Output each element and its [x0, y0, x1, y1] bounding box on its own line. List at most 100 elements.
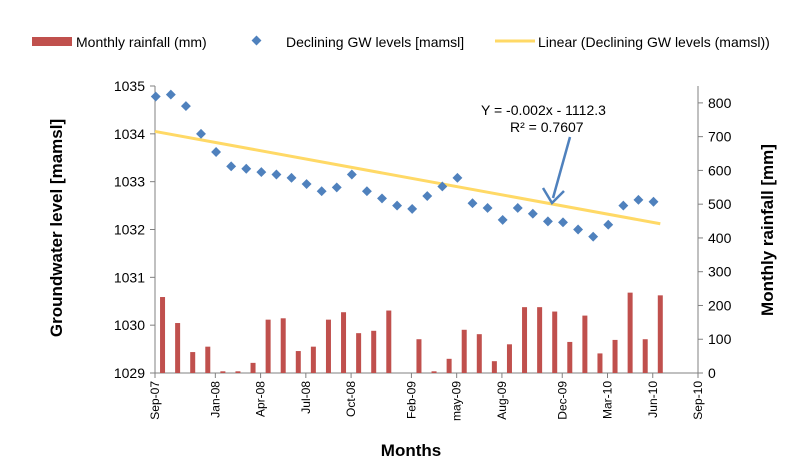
- gw-point: [633, 194, 644, 205]
- gw-point: [180, 101, 191, 112]
- right-tick-label: 600: [708, 162, 732, 178]
- gw-point: [271, 169, 282, 180]
- gw-point: [482, 203, 493, 213]
- rainfall-bar: [446, 358, 452, 373]
- right-axis-ticks: 0 100 200 300 400 500 600 700 800: [698, 95, 732, 381]
- gw-points: [150, 89, 659, 242]
- right-tick-label: 0: [708, 365, 716, 381]
- rainfall-bar: [160, 297, 166, 373]
- rainfall-bar: [582, 315, 588, 373]
- gw-point: [603, 219, 614, 230]
- x-tick-label: Mar-10: [601, 381, 615, 419]
- gw-point: [648, 196, 659, 207]
- rainfall-bar: [371, 330, 377, 373]
- gw-point: [497, 214, 508, 225]
- gw-point: [542, 216, 553, 227]
- rainfall-bar: [250, 362, 256, 373]
- right-tick-label: 800: [708, 95, 732, 111]
- gw-point: [211, 147, 222, 157]
- rainfall-bar: [280, 318, 286, 373]
- rainfall-bar: [642, 339, 648, 373]
- rainfall-bar: [235, 371, 241, 373]
- right-tick-label: 700: [708, 129, 732, 145]
- gw-point: [361, 186, 372, 197]
- rainfall-bar: [386, 310, 392, 373]
- x-tick-label: may-09: [450, 381, 464, 421]
- gw-point: [150, 91, 161, 102]
- rainfall-bar: [175, 323, 181, 373]
- gw-point: [467, 198, 478, 209]
- left-tick-label: 1035: [114, 78, 145, 94]
- x-tick-label: Jan-08: [208, 381, 222, 418]
- gw-point: [241, 163, 252, 174]
- right-tick-label: 400: [708, 230, 732, 246]
- rainfall-bar: [295, 351, 301, 373]
- rainfall-bar: [491, 361, 497, 373]
- rainfall-bar: [506, 344, 512, 373]
- left-tick-label: 1029: [114, 365, 145, 381]
- gw-point: [452, 172, 463, 183]
- rainfall-bar: [190, 352, 196, 373]
- x-tick-label: Apr-08: [254, 381, 268, 417]
- equation-line-2: R² = 0.7607: [510, 119, 584, 135]
- y-left-axis-title: Groundwater level [mamsl]: [47, 119, 66, 337]
- rainfall-bar: [416, 339, 422, 373]
- right-tick-label: 500: [708, 196, 732, 212]
- gw-point: [558, 217, 568, 228]
- legend-rainfall-swatch: [32, 37, 72, 46]
- rainfall-bar: [476, 334, 482, 373]
- rainfall-bar: [265, 319, 271, 373]
- rainfall-bar: [461, 329, 467, 373]
- x-tick-label: Sep-07: [148, 381, 162, 420]
- gw-point: [407, 203, 418, 214]
- x-tick-label: Sep-10: [691, 381, 705, 420]
- x-tick-label: Oct-08: [344, 381, 358, 417]
- gw-point: [256, 167, 267, 178]
- gw-point: [512, 203, 523, 213]
- gw-point: [301, 179, 312, 190]
- rainfall-bar: [310, 346, 316, 373]
- gw-point: [377, 193, 387, 204]
- annotation-arrow-shaft: [551, 136, 572, 199]
- x-tick-label: Jul-08: [299, 381, 313, 414]
- gw-point: [392, 200, 403, 211]
- rainfall-bar: [567, 341, 573, 373]
- y-right-axis-title: Monthly rainfall [mm]: [758, 144, 777, 316]
- rainfall-bar: [431, 371, 437, 373]
- legend-gw-label: Declining GW levels [mamsl]: [286, 34, 464, 50]
- rainfall-bar: [220, 371, 226, 373]
- legend-linear-label: Linear (Declining GW levels (mamsl)): [538, 34, 770, 50]
- left-tick-label: 1030: [114, 317, 145, 333]
- rainfall-bar: [341, 312, 347, 373]
- x-tick-label: Feb-09: [404, 381, 418, 419]
- rainfall-bar: [612, 339, 618, 373]
- gw-point: [588, 231, 599, 242]
- rainfall-bar: [627, 292, 633, 373]
- gw-point: [437, 181, 448, 192]
- gw-point: [573, 224, 584, 235]
- legend: Monthly rainfall (mm) Declining GW level…: [32, 34, 770, 50]
- x-tick-label: Aug-09: [495, 381, 509, 420]
- annotation-arrow-head: [541, 187, 565, 206]
- rainfall-bar: [205, 346, 211, 373]
- rainfall-bar: [537, 307, 543, 373]
- rainfall-bar: [657, 295, 663, 373]
- gw-point: [286, 172, 297, 183]
- equation-line-1: Y = -0.002x - 1112.3: [481, 102, 606, 118]
- gw-point: [422, 191, 433, 201]
- legend-gw-marker: [251, 35, 262, 46]
- rainfall-bar: [356, 333, 362, 373]
- left-axis-ticks: 1029 1030 1031 1032 1033 1034 1035: [114, 78, 155, 381]
- left-tick-label: 1034: [114, 126, 145, 142]
- gw-point: [331, 182, 342, 193]
- gw-point: [196, 128, 206, 139]
- gw-point: [346, 169, 357, 180]
- left-tick-label: 1032: [114, 222, 145, 238]
- x-tick-label: Jun-10: [646, 381, 660, 418]
- x-tick-label: Dec-09: [555, 381, 569, 420]
- right-tick-label: 200: [708, 297, 732, 313]
- right-tick-label: 300: [708, 264, 732, 280]
- gw-point: [618, 200, 629, 211]
- left-tick-label: 1031: [114, 269, 145, 285]
